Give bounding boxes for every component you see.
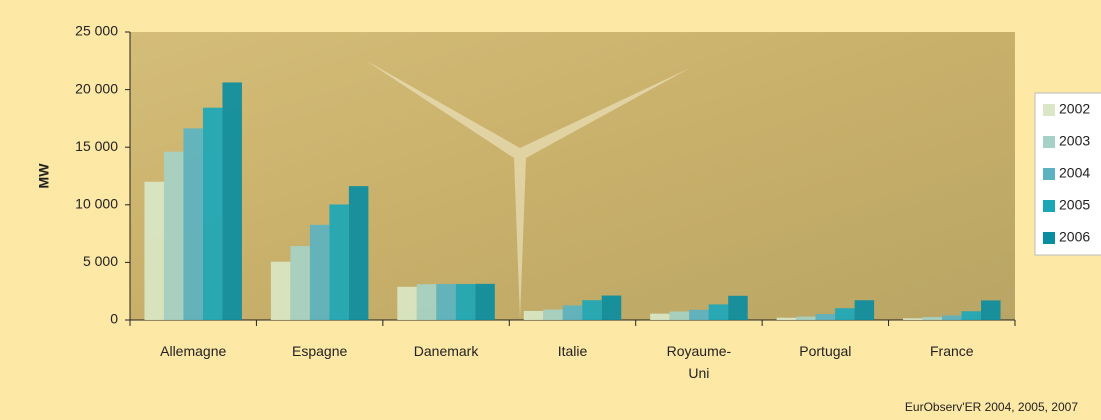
x-tick-label: Danemark bbox=[413, 343, 479, 359]
y-tick-label: 25 000 bbox=[75, 23, 118, 39]
bar bbox=[144, 181, 164, 320]
bar bbox=[903, 318, 923, 320]
x-tick-label: Italie bbox=[557, 343, 588, 359]
legend-swatch bbox=[1043, 200, 1055, 212]
bar bbox=[582, 300, 602, 320]
bar bbox=[601, 295, 622, 320]
bar bbox=[222, 82, 242, 320]
y-tick-label: 20 000 bbox=[75, 80, 118, 96]
legend-swatch bbox=[1043, 232, 1055, 244]
y-tick-label: 0 bbox=[110, 311, 118, 327]
bar bbox=[309, 224, 330, 320]
bar bbox=[348, 186, 369, 320]
bar bbox=[455, 284, 476, 320]
x-tick-label: Espagne bbox=[292, 343, 348, 359]
legend-label: 2004 bbox=[1059, 165, 1090, 181]
bar bbox=[815, 313, 836, 320]
bar bbox=[922, 317, 943, 320]
y-tick-label: 15 000 bbox=[75, 138, 118, 154]
x-tick-label: France bbox=[929, 343, 974, 359]
bar bbox=[202, 107, 223, 320]
bar bbox=[796, 316, 816, 320]
bar bbox=[961, 311, 982, 320]
y-tick-label: 5 000 bbox=[83, 253, 118, 269]
bar bbox=[942, 315, 962, 320]
legend-swatch bbox=[1043, 168, 1055, 180]
bar bbox=[329, 204, 349, 320]
legend-label: 2003 bbox=[1059, 133, 1090, 149]
bar bbox=[562, 305, 583, 320]
bar bbox=[397, 286, 417, 320]
x-tick-label: Royaume-Uni bbox=[666, 343, 732, 381]
bar bbox=[854, 300, 875, 320]
bar bbox=[981, 300, 1001, 320]
bar bbox=[475, 283, 495, 320]
y-tick-label: 10 000 bbox=[75, 196, 118, 212]
bar bbox=[163, 151, 184, 320]
bar bbox=[728, 295, 748, 320]
x-tick-label: Allemagne bbox=[160, 343, 227, 359]
bar bbox=[835, 308, 855, 320]
bar bbox=[523, 310, 544, 320]
bar bbox=[436, 284, 456, 320]
bar bbox=[669, 311, 690, 320]
plot-background bbox=[130, 32, 1015, 320]
bar bbox=[543, 309, 563, 320]
bar bbox=[689, 309, 709, 320]
legend-label: 2006 bbox=[1059, 229, 1090, 245]
bar bbox=[183, 128, 203, 320]
bar bbox=[416, 284, 437, 320]
bar bbox=[776, 317, 797, 320]
legend-swatch bbox=[1043, 136, 1055, 148]
bar bbox=[708, 304, 729, 320]
bar bbox=[290, 246, 310, 320]
legend-label: 2002 bbox=[1059, 101, 1090, 117]
source: EurObserv'ER 2004, 2005, 2007 bbox=[905, 400, 1078, 414]
y-axis-label: MW bbox=[36, 163, 52, 189]
legend-label: 2005 bbox=[1059, 197, 1090, 213]
x-tick-label: Portugal bbox=[799, 343, 852, 359]
bar bbox=[650, 313, 670, 320]
bar bbox=[270, 261, 291, 320]
legend-swatch bbox=[1043, 104, 1055, 116]
